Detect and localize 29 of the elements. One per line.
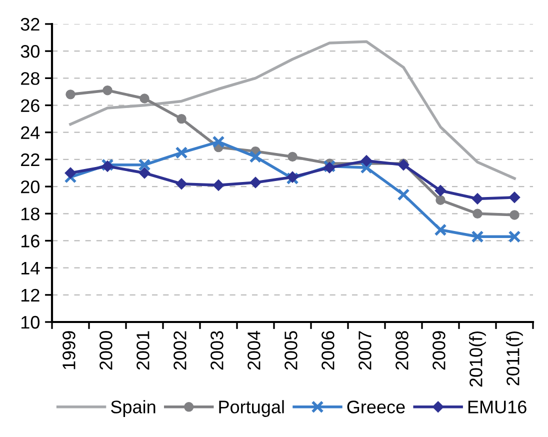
legend-label: Greece	[347, 400, 405, 414]
x-tick-label: 2004	[248, 330, 260, 370]
legend-label: Portugal	[219, 400, 284, 417]
x-tick-label: 2002	[174, 331, 186, 370]
y-tick-label: 16	[21, 234, 40, 248]
y-tick-label: 24	[21, 126, 40, 139]
legend-label: EMU16	[468, 400, 526, 414]
y-tick-label: 12	[21, 288, 40, 302]
x-tick-label: 2007	[358, 331, 372, 370]
x-tick-label: 2000	[100, 331, 112, 370]
y-tick-label: 18	[21, 208, 40, 220]
x-tick-label: 2011(f)	[506, 331, 523, 386]
x-tick-label: 2001	[136, 331, 150, 370]
legend-label: Spain	[111, 400, 156, 417]
y-tick-label: 26	[21, 99, 40, 112]
y-tick-label: 30	[20, 45, 40, 58]
x-tick-label: 2008	[396, 331, 408, 370]
x-tick-label: 2005	[284, 331, 298, 370]
y-tick-label: 10	[21, 316, 40, 329]
y-tick-label: 32	[20, 18, 40, 31]
y-tick-label: 28	[21, 72, 40, 85]
x-tick-label: 2006	[322, 331, 334, 370]
y-tick-label: 20	[21, 180, 40, 194]
y-tick-label: 22	[21, 153, 40, 166]
y-tick-label: 14	[21, 262, 40, 274]
x-tick-label: 2003	[210, 331, 224, 370]
x-tick-label: 1999	[62, 331, 76, 370]
x-tick-label: 2010(f)	[469, 331, 486, 387]
x-tick-label: 2009	[432, 331, 446, 370]
